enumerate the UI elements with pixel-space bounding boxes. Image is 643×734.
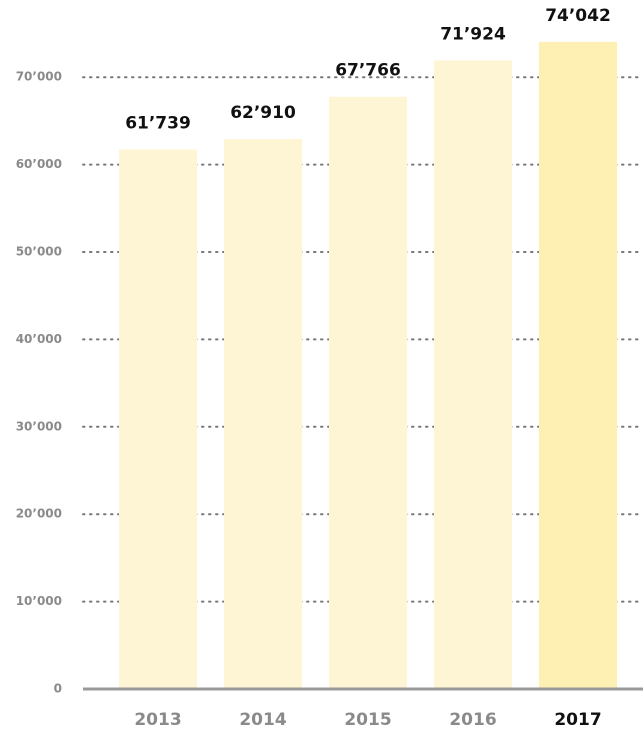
bar	[434, 60, 512, 689]
value-label: 61’739	[125, 113, 191, 133]
y-tick-label: 40’000	[16, 332, 62, 346]
bar	[224, 139, 302, 689]
x-tick-label: 2014	[239, 710, 286, 730]
bar	[539, 41, 617, 689]
value-label: 71’924	[440, 24, 506, 44]
x-tick-label: 2015	[344, 710, 391, 730]
y-tick-label: 70’000	[16, 70, 62, 84]
bar	[119, 149, 197, 689]
x-tick-label: 2016	[449, 710, 496, 730]
value-label: 74’042	[545, 6, 611, 26]
y-tick-label: 60’000	[16, 157, 62, 171]
value-label: 62’910	[230, 103, 296, 123]
x-tick-label: 2013	[134, 710, 181, 730]
y-tick-label: 10’000	[16, 594, 62, 608]
y-tick-label: 50’000	[16, 245, 62, 259]
y-tick-label: 30’000	[16, 419, 62, 433]
bar	[329, 96, 407, 689]
x-tick-label: 2017	[554, 710, 601, 730]
value-label: 67’766	[335, 61, 401, 81]
y-tick-label: 20’000	[16, 507, 62, 521]
y-tick-label: 0	[54, 682, 62, 696]
